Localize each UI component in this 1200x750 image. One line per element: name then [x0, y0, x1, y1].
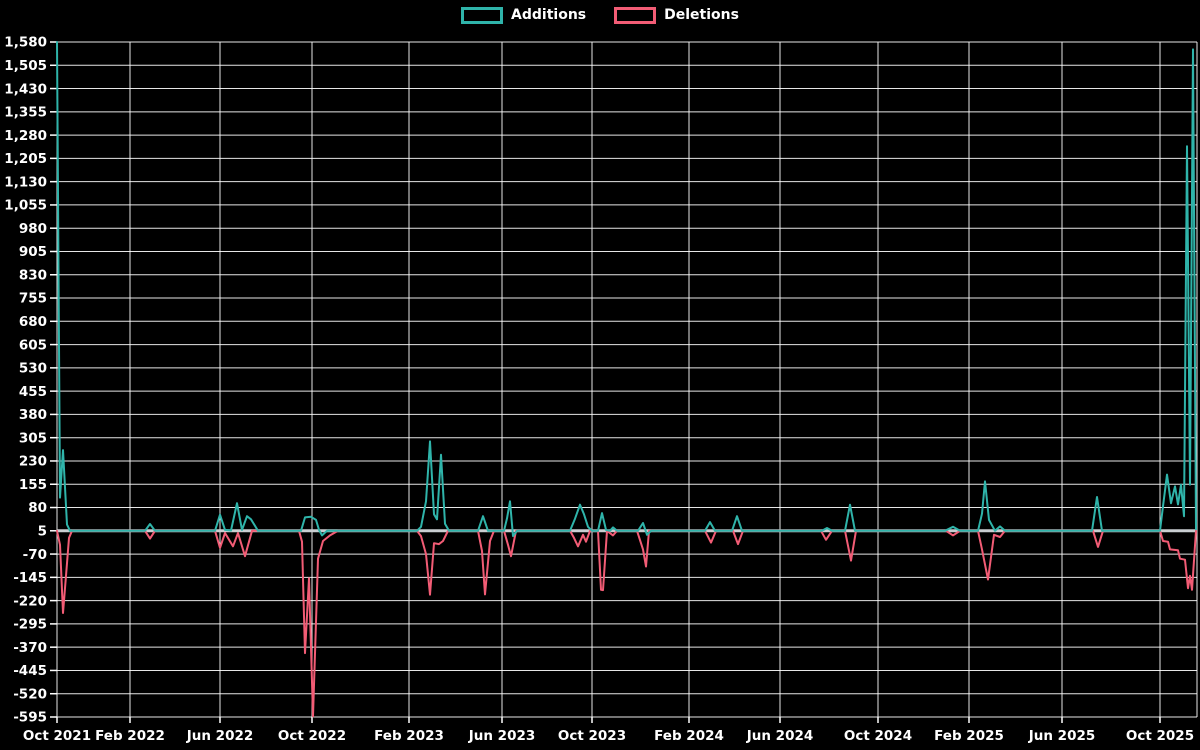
y-tick-label: -220 [13, 593, 47, 609]
x-tick-label: Oct 2025 [1126, 728, 1194, 744]
chart-legend: Additions Deletions [0, 7, 1200, 24]
x-tick-label: Jun 2025 [1028, 728, 1096, 744]
x-tick-label: Jun 2024 [746, 728, 814, 744]
y-tick-label: 755 [19, 291, 47, 307]
additions-swatch-icon [461, 7, 504, 24]
y-tick-label: -370 [13, 640, 47, 656]
y-tick-label: -445 [13, 663, 47, 679]
x-tick-label: Feb 2023 [374, 728, 444, 744]
x-tick-label: Feb 2024 [654, 728, 724, 744]
y-tick-label: 380 [19, 407, 47, 423]
x-tick-label: Feb 2025 [934, 728, 1004, 744]
legend-item-additions[interactable]: Additions [461, 7, 586, 24]
y-tick-label: 1,355 [4, 105, 47, 121]
x-tick-label: Jun 2023 [468, 728, 536, 744]
y-tick-label: 530 [19, 361, 47, 377]
y-tick-label: 305 [19, 430, 47, 446]
y-tick-label: 230 [19, 454, 47, 470]
y-tick-label: 1,205 [4, 151, 47, 167]
legend-item-deletions[interactable]: Deletions [614, 7, 739, 24]
y-tick-label: 455 [19, 384, 47, 400]
y-tick-label: 830 [19, 267, 47, 283]
y-tick-label: 905 [19, 244, 47, 260]
y-tick-label: 1,505 [4, 58, 47, 74]
x-tick-label: Oct 2022 [278, 728, 346, 744]
y-tick-label: -295 [13, 617, 47, 633]
y-tick-label: 980 [19, 221, 47, 237]
y-tick-label: 1,280 [4, 128, 47, 144]
y-tick-label: -595 [13, 710, 47, 726]
y-tick-label: 80 [28, 500, 47, 516]
y-tick-label: 1,430 [4, 81, 47, 97]
legend-label-additions: Additions [511, 7, 587, 23]
x-tick-label: Oct 2024 [844, 728, 912, 744]
deletions-swatch-icon [614, 7, 657, 24]
additions-line [56, 41, 1197, 538]
x-tick-label: Jun 2022 [186, 728, 254, 744]
y-tick-label: 1,130 [4, 174, 47, 190]
legend-label-deletions: Deletions [664, 7, 739, 23]
x-tick-label: Oct 2021 [23, 728, 91, 744]
y-tick-label: -145 [13, 570, 47, 586]
y-tick-label: -70 [23, 547, 47, 563]
y-tick-label: -520 [13, 686, 47, 702]
y-tick-label: 1,580 [4, 35, 47, 51]
y-tick-label: 605 [19, 337, 47, 353]
gridlines: 1,580 1,505 1,430 1,355 1,280 1,205 1,130 1,055… [4, 35, 1198, 744]
y-tick-label: 1,055 [4, 198, 47, 214]
x-tick-label: Feb 2022 [95, 728, 165, 744]
y-tick-label: 155 [19, 477, 47, 493]
y-tick-label: 680 [19, 314, 47, 330]
y-tick-label: 5 [38, 523, 47, 539]
x-tick-label: Oct 2023 [558, 728, 626, 744]
